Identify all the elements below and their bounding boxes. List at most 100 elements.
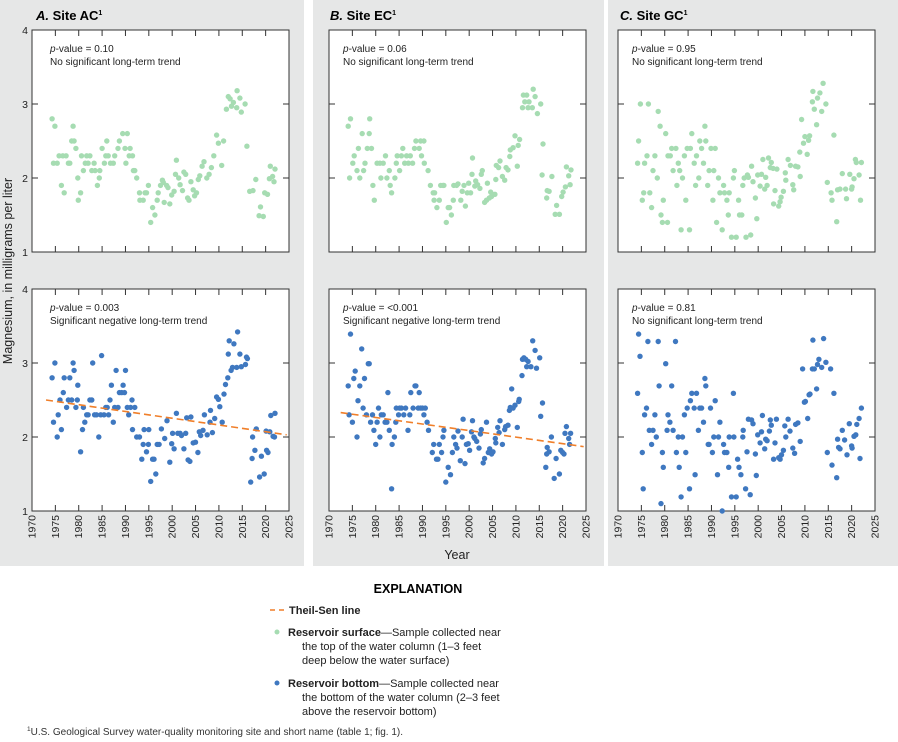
legend-surface-line3: deep below the water surface) bbox=[302, 655, 449, 667]
bottom-sample-point bbox=[54, 434, 60, 440]
bottom-sample-point bbox=[200, 427, 206, 433]
bottom-sample-point bbox=[215, 396, 222, 402]
bottom-sample-point bbox=[195, 449, 201, 456]
surface-sample-point bbox=[97, 167, 103, 174]
bottom-sample-point bbox=[698, 405, 705, 411]
surface-sample-point bbox=[563, 164, 570, 170]
bottom-sample-point bbox=[440, 434, 446, 440]
bottom-sample-point bbox=[700, 419, 707, 425]
bottom-sample-point bbox=[530, 338, 536, 344]
bottom-sample-point bbox=[782, 423, 788, 429]
x-tick-label: 2020 bbox=[557, 515, 569, 539]
surface-sample-point bbox=[674, 182, 680, 189]
bottom-sample-point bbox=[795, 420, 801, 426]
surface-sample-point bbox=[173, 157, 180, 163]
bottom-sample-point bbox=[669, 383, 675, 389]
surface-sample-point bbox=[411, 145, 418, 152]
bottom-sample-point bbox=[405, 427, 411, 433]
bottom-sample-point bbox=[77, 449, 84, 455]
bottom-sample-point bbox=[410, 405, 416, 411]
bottom-sample-point bbox=[395, 412, 402, 418]
surface-sample-point bbox=[92, 167, 98, 174]
bottom-sample-point bbox=[407, 412, 413, 418]
bottom-sample-point bbox=[178, 432, 185, 439]
surface-sample-point bbox=[441, 182, 447, 189]
bottom-sample-point bbox=[544, 444, 550, 451]
bottom-sample-point bbox=[447, 472, 454, 478]
surface-sample-point bbox=[347, 116, 354, 122]
x-tick-label: 1985 bbox=[97, 515, 109, 539]
surface-sample-point bbox=[127, 145, 133, 152]
x-tick-label: 2015 bbox=[823, 515, 835, 539]
surface-sample-point bbox=[664, 219, 671, 226]
surface-sample-point bbox=[382, 153, 389, 159]
bottom-sample-point bbox=[122, 367, 129, 374]
surface-sample-point bbox=[392, 175, 398, 181]
x-tick-label: 2005 bbox=[190, 515, 202, 539]
surface-sample-point bbox=[149, 204, 156, 211]
surface-sample-point bbox=[721, 190, 728, 196]
surface-sample-point bbox=[357, 175, 363, 181]
surface-sample-point bbox=[186, 197, 192, 203]
bottom-sample-point bbox=[478, 426, 484, 433]
bottom-sample-point bbox=[140, 441, 146, 448]
y-tick-label: 1 bbox=[22, 506, 28, 518]
surface-sample-point bbox=[398, 153, 405, 159]
surface-sample-point bbox=[703, 138, 709, 144]
surface-sample-point bbox=[122, 145, 128, 152]
bottom-sample-point bbox=[234, 364, 240, 371]
bottom-sample-point bbox=[844, 452, 850, 458]
bottom-sample-point bbox=[814, 361, 821, 368]
p-value-a-surface: p-value = 0.10 bbox=[49, 44, 114, 55]
surface-sample-point bbox=[260, 213, 266, 220]
bottom-sample-point bbox=[167, 459, 173, 465]
surface-sample-point bbox=[698, 145, 705, 152]
surface-sample-point bbox=[782, 170, 788, 176]
x-tick-label: 2015 bbox=[534, 515, 546, 539]
surface-sample-point bbox=[455, 181, 461, 187]
surface-sample-point bbox=[634, 160, 641, 166]
x-tick-label: 1995 bbox=[729, 515, 741, 539]
surface-sample-point bbox=[70, 123, 76, 129]
surface-sample-point bbox=[820, 80, 826, 87]
surface-sample-point bbox=[780, 188, 787, 194]
bottom-sample-point bbox=[768, 422, 774, 428]
surface-sample-point bbox=[359, 130, 365, 137]
surface-sample-point bbox=[271, 179, 277, 185]
y-tick-label: 2 bbox=[22, 432, 28, 444]
bottom-sample-point bbox=[546, 449, 552, 455]
surface-sample-point bbox=[393, 160, 399, 166]
bottom-sample-point bbox=[767, 417, 773, 423]
bottom-sample-point bbox=[519, 372, 525, 379]
surface-sample-point bbox=[219, 162, 225, 169]
bottom-sample-point bbox=[82, 419, 88, 425]
bottom-sample-point bbox=[101, 412, 107, 418]
bottom-sample-point bbox=[457, 458, 463, 464]
surface-sample-point bbox=[77, 190, 84, 196]
bottom-sample-point bbox=[367, 419, 374, 425]
surface-sample-point bbox=[237, 95, 243, 101]
bottom-sample-point bbox=[733, 494, 739, 500]
bottom-sample-point bbox=[249, 455, 255, 462]
surface-sample-point bbox=[546, 188, 552, 194]
bottom-sample-point bbox=[650, 427, 656, 433]
surface-sample-point bbox=[58, 182, 65, 189]
surface-sample-point bbox=[667, 153, 673, 159]
y-tick-label: 3 bbox=[22, 99, 28, 111]
bottom-sample-point bbox=[258, 453, 265, 459]
bottom-sample-point bbox=[377, 434, 383, 440]
bottom-sample-point bbox=[436, 441, 442, 448]
bottom-sample-point bbox=[85, 412, 91, 418]
surface-sample-point bbox=[507, 153, 513, 160]
surface-sample-point bbox=[512, 133, 518, 139]
legend-bottom-label: Reservoir bottom—Sample collected near bbox=[288, 678, 499, 690]
theil-sen-line bbox=[340, 411, 584, 448]
bottom-sample-point bbox=[271, 434, 278, 440]
surface-sample-point bbox=[242, 101, 248, 107]
x-tick-label: 1995 bbox=[440, 515, 452, 539]
legend-bottom-swatch bbox=[274, 680, 280, 686]
bottom-sample-point bbox=[810, 337, 816, 343]
surface-sample-point bbox=[400, 145, 406, 152]
bottom-sample-point bbox=[660, 464, 666, 470]
bottom-sample-point bbox=[490, 449, 496, 455]
